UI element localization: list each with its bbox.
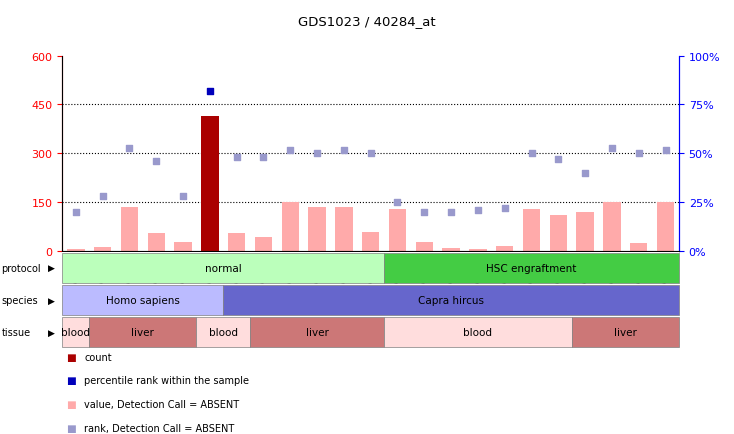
Bar bbox=[523, 210, 540, 252]
Bar bbox=[335, 208, 352, 252]
Text: ■: ■ bbox=[66, 400, 76, 409]
Point bbox=[446, 209, 457, 216]
Text: Homo sapiens: Homo sapiens bbox=[106, 296, 180, 305]
Point bbox=[633, 151, 644, 158]
Bar bbox=[282, 203, 299, 252]
Text: protocol: protocol bbox=[1, 263, 41, 273]
Text: liver: liver bbox=[305, 328, 329, 337]
Bar bbox=[67, 249, 84, 252]
Text: normal: normal bbox=[205, 263, 241, 273]
Point bbox=[284, 147, 296, 154]
Point bbox=[365, 151, 377, 158]
Text: HSC engraftment: HSC engraftment bbox=[487, 263, 577, 273]
Bar bbox=[250, 317, 384, 348]
Text: ■: ■ bbox=[66, 352, 76, 362]
Text: ▶: ▶ bbox=[48, 328, 55, 337]
Point bbox=[177, 194, 189, 201]
Bar bbox=[415, 242, 433, 252]
Point bbox=[606, 145, 618, 152]
Bar bbox=[62, 285, 223, 316]
Text: liver: liver bbox=[614, 328, 637, 337]
Text: GDS1023 / 40284_at: GDS1023 / 40284_at bbox=[298, 15, 436, 28]
Bar bbox=[308, 208, 326, 252]
Bar bbox=[443, 248, 459, 252]
Bar bbox=[576, 213, 594, 252]
Point bbox=[553, 156, 564, 163]
Bar bbox=[572, 317, 679, 348]
Bar bbox=[630, 243, 647, 252]
Point bbox=[97, 194, 109, 201]
Point bbox=[338, 147, 349, 154]
Point bbox=[660, 147, 672, 154]
Bar bbox=[94, 248, 112, 252]
Text: blood: blood bbox=[463, 328, 493, 337]
Point bbox=[418, 209, 430, 216]
Bar bbox=[657, 203, 675, 252]
Point bbox=[123, 145, 135, 152]
Bar bbox=[496, 247, 513, 252]
Bar bbox=[201, 117, 219, 252]
Bar bbox=[120, 208, 138, 252]
Text: tissue: tissue bbox=[1, 328, 31, 337]
Point bbox=[230, 155, 242, 161]
Bar bbox=[389, 210, 406, 252]
Bar bbox=[62, 317, 90, 348]
Text: ■: ■ bbox=[66, 424, 76, 433]
Bar bbox=[90, 317, 197, 348]
Bar bbox=[362, 232, 379, 252]
Point bbox=[311, 151, 323, 158]
Bar bbox=[228, 234, 245, 252]
Text: liver: liver bbox=[131, 328, 154, 337]
Text: ■: ■ bbox=[66, 376, 76, 385]
Bar bbox=[384, 253, 679, 283]
Point bbox=[472, 207, 484, 214]
Bar bbox=[223, 285, 679, 316]
Bar bbox=[148, 234, 165, 252]
Point bbox=[392, 200, 404, 207]
Text: value, Detection Call = ABSENT: value, Detection Call = ABSENT bbox=[84, 400, 239, 409]
Bar bbox=[255, 237, 272, 252]
Point bbox=[70, 209, 81, 216]
Point bbox=[204, 88, 216, 95]
Text: Capra hircus: Capra hircus bbox=[418, 296, 484, 305]
Text: percentile rank within the sample: percentile rank within the sample bbox=[84, 376, 250, 385]
Text: species: species bbox=[1, 296, 38, 305]
Text: blood: blood bbox=[62, 328, 90, 337]
Bar bbox=[197, 317, 250, 348]
Bar bbox=[174, 242, 192, 252]
Text: ▶: ▶ bbox=[48, 296, 55, 305]
Text: blood: blood bbox=[208, 328, 238, 337]
Text: ▶: ▶ bbox=[48, 264, 55, 273]
Bar bbox=[550, 216, 567, 252]
Point bbox=[499, 205, 511, 212]
Text: rank, Detection Call = ABSENT: rank, Detection Call = ABSENT bbox=[84, 424, 235, 433]
Bar bbox=[603, 203, 621, 252]
Text: count: count bbox=[84, 352, 112, 362]
Point bbox=[579, 170, 591, 177]
Bar bbox=[62, 253, 384, 283]
Bar bbox=[469, 249, 487, 252]
Point bbox=[526, 151, 537, 158]
Bar bbox=[384, 317, 572, 348]
Point bbox=[150, 158, 162, 165]
Point bbox=[258, 155, 269, 161]
